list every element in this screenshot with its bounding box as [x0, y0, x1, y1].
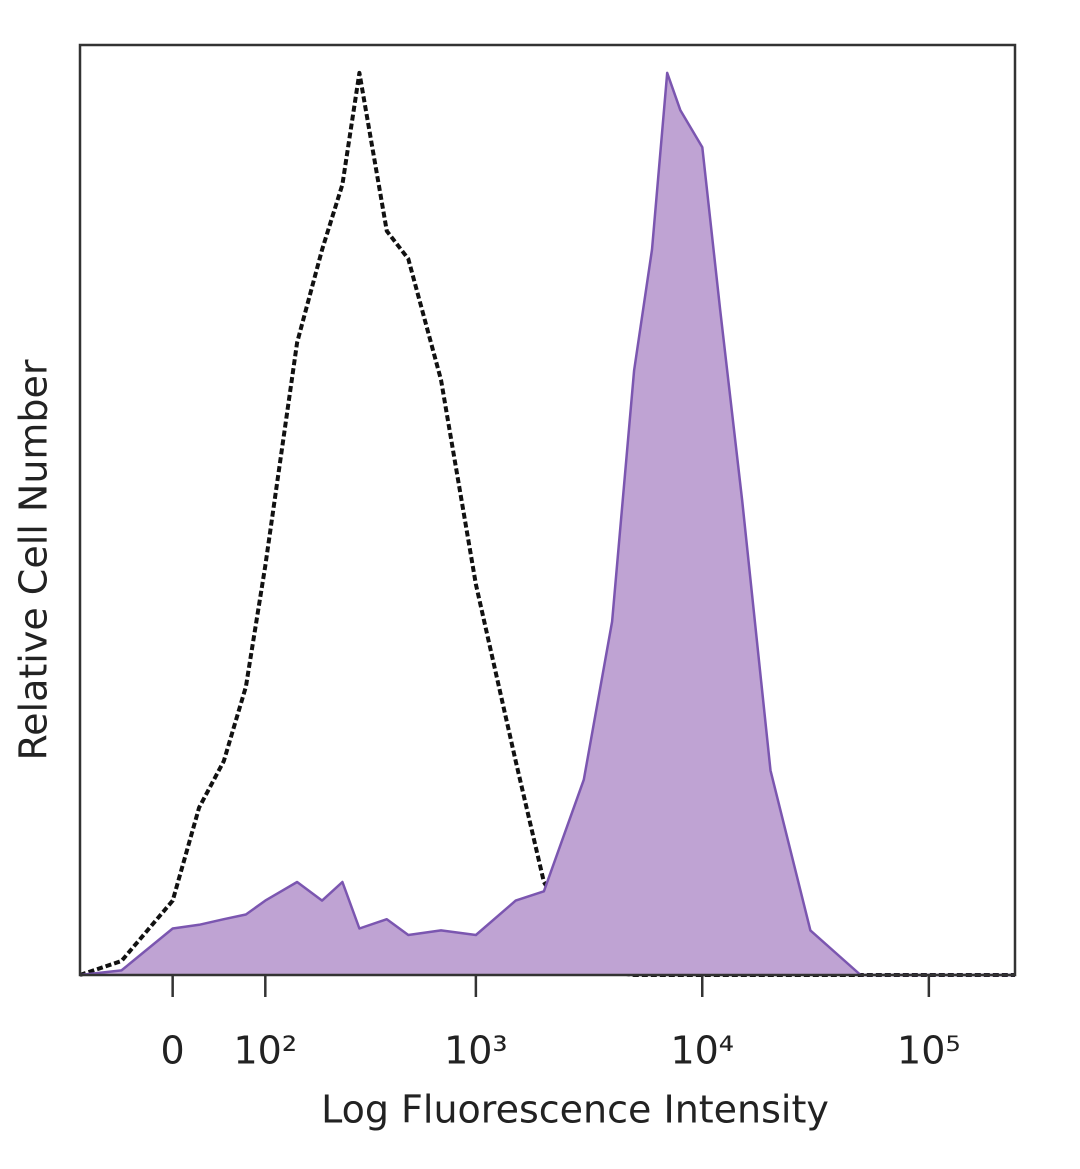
x-axis-title: Log Fluorescence Intensity: [321, 1088, 829, 1132]
x-tick-label: 10⁵: [897, 1029, 961, 1073]
x-tick-label: 10³: [444, 1029, 508, 1073]
x-tick-label: 0: [161, 1029, 185, 1073]
line: [79, 70, 1015, 977]
line: [79, 71, 1015, 977]
area: [80, 72, 1015, 975]
plot-frame: [78, 43, 1017, 977]
x-tick-label: 10⁴: [670, 1029, 734, 1073]
x-tick-label: 10²: [234, 1029, 298, 1073]
y-axis-title: Relative Cell Number: [12, 359, 56, 760]
